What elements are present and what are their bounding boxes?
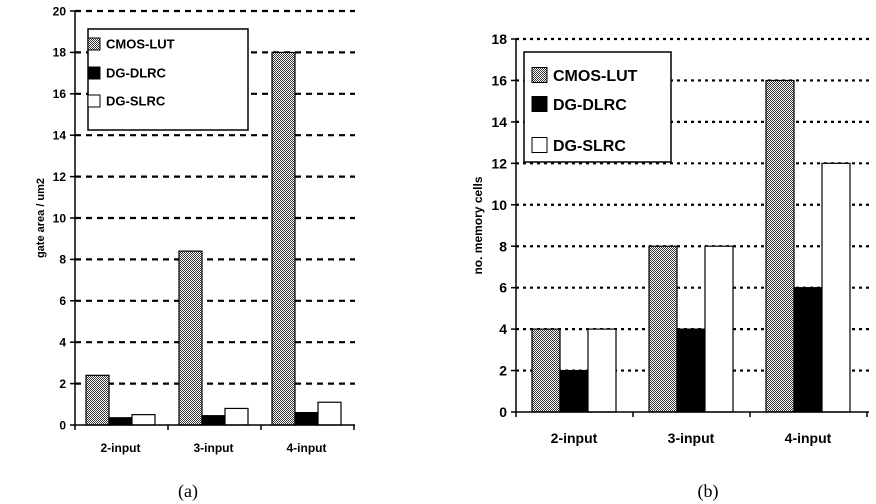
y-tick-label: 18 [491,31,507,47]
legend-label: CMOS-LUT [553,68,638,85]
chart-b: 0 2 4 6 8 10 12 14 16 18 2-input 3-input 4-input no. … [471,31,869,502]
legend-label: DG-SLRC [106,94,166,109]
legend-swatch [531,67,548,83]
legend-label: DG-SLRC [553,138,626,155]
y-tick-label: 6 [59,294,66,308]
legend-label: CMOS-LUT [106,37,175,52]
legend-swatch [87,66,101,80]
bar-dg-slrc-2-input [131,414,156,426]
chart-a: 0 2 4 6 8 10 12 14 16 18 20 2-input 3-input 4-input ga… [35,4,355,502]
bar-dg-dlrc-4-input [294,411,319,426]
bar-cmos-lut-2-input [85,374,110,426]
y-tick-label: 4 [499,321,507,337]
chart-caption: (a) [178,481,198,502]
y-tick-label: 14 [53,129,67,143]
y-tick-label: 12 [491,155,507,171]
legend-box [523,51,672,163]
y-tick-label: 4 [59,336,66,350]
y-tick-label: 10 [491,197,507,213]
bar-dg-slrc-2-input [587,328,617,413]
y-tick-label: 16 [53,87,67,101]
y-axis-title: gate area / um2 [35,178,47,258]
y-tick-label: 20 [53,4,67,18]
bar-dg-slrc-4-input [317,401,342,426]
y-tick-label: 0 [59,418,66,432]
legend-label: DG-DLRC [106,66,167,81]
bar-cmos-lut-4-input [271,51,296,426]
y-tick-label: 10 [53,211,67,225]
y-tick-label: 18 [53,46,67,60]
legend-swatch [87,37,101,51]
category-label: 4-input [287,441,327,455]
bar-dg-dlrc-4-input [793,287,823,413]
legend-swatch [531,137,548,153]
bar-cmos-lut-2-input [531,328,561,413]
category-label: 4-input [785,430,832,446]
y-tick-label: 8 [499,238,507,254]
chart-caption: (b) [698,481,719,502]
y-tick-label: 0 [499,404,507,420]
y-tick-label: 2 [499,363,507,379]
legend-swatch [87,94,101,108]
bar-dg-slrc-3-input [704,245,734,413]
category-label: 2-input [101,441,141,455]
category-label: 3-input [194,441,234,455]
y-axis-title: no. memory cells [471,176,485,274]
y-tick-label: 14 [491,114,507,130]
bar-cmos-lut-4-input [765,79,795,413]
y-tick-label: 6 [499,280,507,296]
legend-swatch [531,96,548,112]
bar-dg-slrc-4-input [821,162,851,413]
category-label: 3-input [668,430,715,446]
bar-cmos-lut-3-input [648,245,678,413]
legend-label: DG-DLRC [553,97,627,114]
bar-dg-dlrc-2-input [108,417,133,426]
bar-dg-slrc-3-input [224,407,249,426]
y-tick-label: 16 [491,72,507,88]
y-tick-label: 12 [53,170,67,184]
category-label: 2-input [551,430,598,446]
bar-dg-dlrc-3-input [201,415,226,426]
bar-cmos-lut-3-input [178,250,203,426]
y-tick-label: 8 [59,253,66,267]
y-tick-label: 2 [59,377,66,391]
legend-box [87,28,249,131]
bar-dg-dlrc-3-input [676,328,706,413]
bar-dg-dlrc-2-input [559,369,589,413]
